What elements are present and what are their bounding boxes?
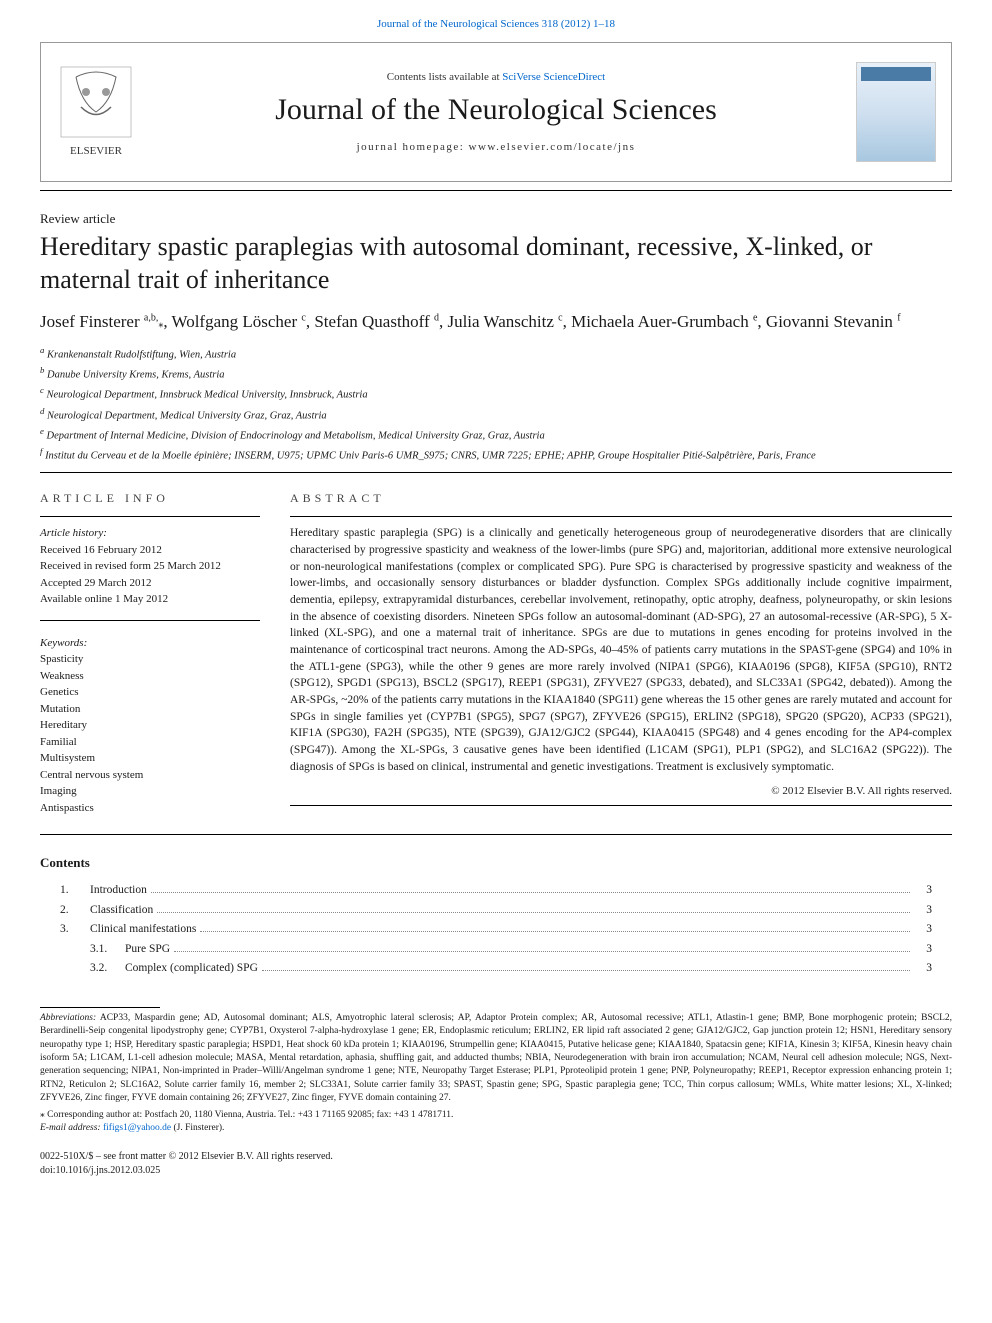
toc-label: Pure SPG	[125, 940, 170, 960]
affiliations: a Krankenanstalt Rudolfstiftung, Wien, A…	[40, 344, 952, 465]
toc-leader-dots	[262, 970, 910, 971]
abstract-label: abstract	[290, 491, 952, 506]
toc-label: Introduction	[90, 881, 147, 901]
article-info-column: article info Article history: Received 1…	[40, 491, 260, 816]
toc-page: 3	[914, 881, 932, 901]
rule-after-affiliations	[40, 472, 952, 473]
contents-heading: Contents	[40, 855, 952, 871]
keywords: Keywords: SpasticityWeaknessGeneticsMuta…	[40, 635, 260, 817]
toc-page: 3	[914, 959, 932, 979]
contents-line: Contents lists available at SciVerse Sci…	[387, 71, 605, 83]
article-info-label: article info	[40, 491, 260, 506]
bottom-block: 0022-510X/$ – see front matter © 2012 El…	[40, 1150, 952, 1178]
abstract-text: Hereditary spastic paraplegia (SPG) is a…	[290, 525, 952, 775]
corresponding-author: ⁎ Corresponding author at: Postfach 20, …	[40, 1109, 952, 1122]
email-link[interactable]: fifigs1@yahoo.de	[103, 1123, 171, 1133]
toc-leader-dots	[151, 892, 910, 893]
toc-entry[interactable]: 2.Classification 3	[60, 901, 932, 921]
rule-before-contents	[40, 834, 952, 835]
toc-leader-dots	[157, 912, 910, 913]
toc-entry[interactable]: 1.Introduction 3	[60, 881, 932, 901]
keyword: Multisystem	[40, 750, 260, 767]
affiliation: e Department of Internal Medicine, Divis…	[40, 425, 952, 444]
article-title: Hereditary spastic paraplegias with auto…	[40, 231, 952, 296]
toc-label: Clinical manifestations	[90, 920, 196, 940]
elsevier-logo: ELSEVIER	[41, 43, 151, 181]
toc-entry[interactable]: 3.2.Complex (complicated) SPG 3	[60, 959, 932, 979]
toc-label: Classification	[90, 901, 153, 921]
keyword: Imaging	[40, 783, 260, 800]
citation-link[interactable]: Journal of the Neurological Sciences 318…	[377, 18, 615, 30]
keyword: Spasticity	[40, 651, 260, 668]
toc-number: 3.1.	[90, 940, 125, 960]
abbreviations: Abbreviations: ACP33, Maspardin gene; AD…	[40, 1012, 952, 1105]
toc-leader-dots	[174, 951, 910, 952]
toc-number: 1.	[60, 881, 90, 901]
toc-page: 3	[914, 920, 932, 940]
copyright: © 2012 Elsevier B.V. All rights reserved…	[290, 785, 952, 797]
abstract-column: abstract Hereditary spastic paraplegia (…	[290, 491, 952, 816]
toc-page: 3	[914, 901, 932, 921]
toc-page: 3	[914, 940, 932, 960]
keyword: Antispastics	[40, 800, 260, 817]
article-type: Review article	[40, 211, 952, 227]
affiliation: d Neurological Department, Medical Unive…	[40, 405, 952, 424]
header-center: Contents lists available at SciVerse Sci…	[151, 43, 841, 181]
article-history: Article history: Received 16 February 20…	[40, 525, 260, 608]
keyword: Central nervous system	[40, 767, 260, 784]
toc-number: 3.2.	[90, 959, 125, 979]
toc-number: 3.	[60, 920, 90, 940]
keyword: Weakness	[40, 668, 260, 685]
affiliation: b Danube University Krems, Krems, Austri…	[40, 364, 952, 383]
authors: Josef Finsterer a,b,⁎, Wolfgang Löscher …	[40, 310, 952, 334]
journal-name: Journal of the Neurological Sciences	[275, 93, 717, 127]
keyword: Hereditary	[40, 717, 260, 734]
citation-header: Journal of the Neurological Sciences 318…	[0, 0, 992, 42]
rule-top	[40, 190, 952, 191]
keyword: Mutation	[40, 701, 260, 718]
footnotes: Abbreviations: ACP33, Maspardin gene; AD…	[40, 1012, 952, 1136]
doi-line: doi:10.1016/j.jns.2012.03.025	[40, 1164, 952, 1178]
toc-entry[interactable]: 3.Clinical manifestations 3	[60, 920, 932, 940]
affiliation: a Krankenanstalt Rudolfstiftung, Wien, A…	[40, 344, 952, 363]
footnote-rule	[40, 1007, 160, 1008]
homepage-url[interactable]: www.elsevier.com/locate/jns	[469, 141, 636, 153]
toc-entry[interactable]: 3.1.Pure SPG 3	[60, 940, 932, 960]
table-of-contents: 1.Introduction32.Classification33.Clinic…	[60, 881, 932, 979]
toc-leader-dots	[200, 931, 910, 932]
elsevier-text: ELSEVIER	[70, 145, 123, 157]
sciencedirect-link[interactable]: SciVerse ScienceDirect	[502, 71, 605, 83]
front-matter-line: 0022-510X/$ – see front matter © 2012 El…	[40, 1150, 952, 1164]
affiliation: f Institut du Cerveau et de la Moelle ép…	[40, 445, 952, 464]
homepage-line: journal homepage: www.elsevier.com/locat…	[357, 141, 636, 153]
keyword: Genetics	[40, 684, 260, 701]
keyword: Familial	[40, 734, 260, 751]
toc-label: Complex (complicated) SPG	[125, 959, 258, 979]
journal-cover-thumb	[841, 43, 951, 181]
journal-header-box: ELSEVIER Contents lists available at Sci…	[40, 42, 952, 182]
toc-number: 2.	[60, 901, 90, 921]
email-line: E-mail address: fifigs1@yahoo.de (J. Fin…	[40, 1122, 952, 1135]
affiliation: c Neurological Department, Innsbruck Med…	[40, 384, 952, 403]
